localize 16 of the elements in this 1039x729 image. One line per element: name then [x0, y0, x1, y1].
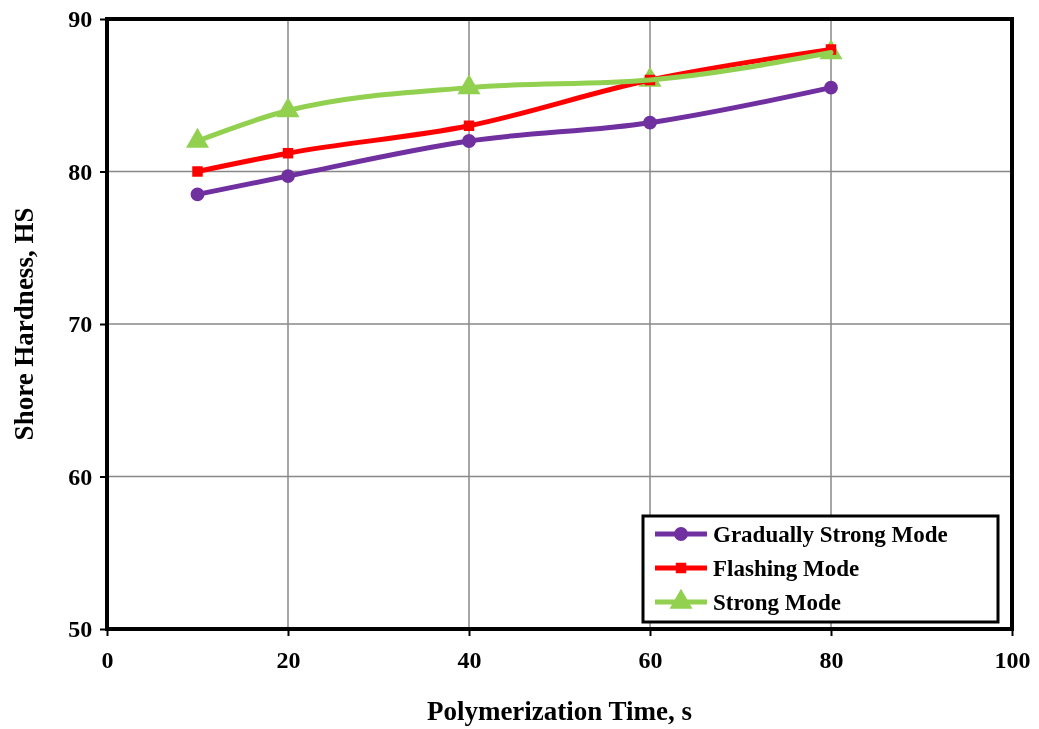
- x-tick-label: 20: [276, 646, 301, 673]
- y-axis-title: Shore Hardness, HS: [9, 207, 39, 441]
- x-axis-title: Polymerization Time, s: [426, 696, 693, 726]
- legend-label: Gradually Strong Mode: [713, 522, 948, 547]
- y-tick-label: 80: [68, 158, 93, 185]
- y-tick-label: 90: [68, 6, 93, 33]
- x-tick-label: 40: [457, 646, 482, 673]
- legend-label: Flashing Mode: [713, 556, 860, 581]
- y-tick-label: 50: [68, 616, 93, 643]
- x-tick-label: 80: [819, 646, 844, 673]
- x-tick-label: 60: [638, 646, 663, 673]
- y-tick-label: 60: [68, 463, 93, 490]
- x-tick-label: 0: [101, 646, 114, 673]
- legend-label: Strong Mode: [713, 590, 841, 615]
- y-tick-label: 70: [68, 311, 93, 338]
- x-tick-label: 100: [994, 646, 1031, 673]
